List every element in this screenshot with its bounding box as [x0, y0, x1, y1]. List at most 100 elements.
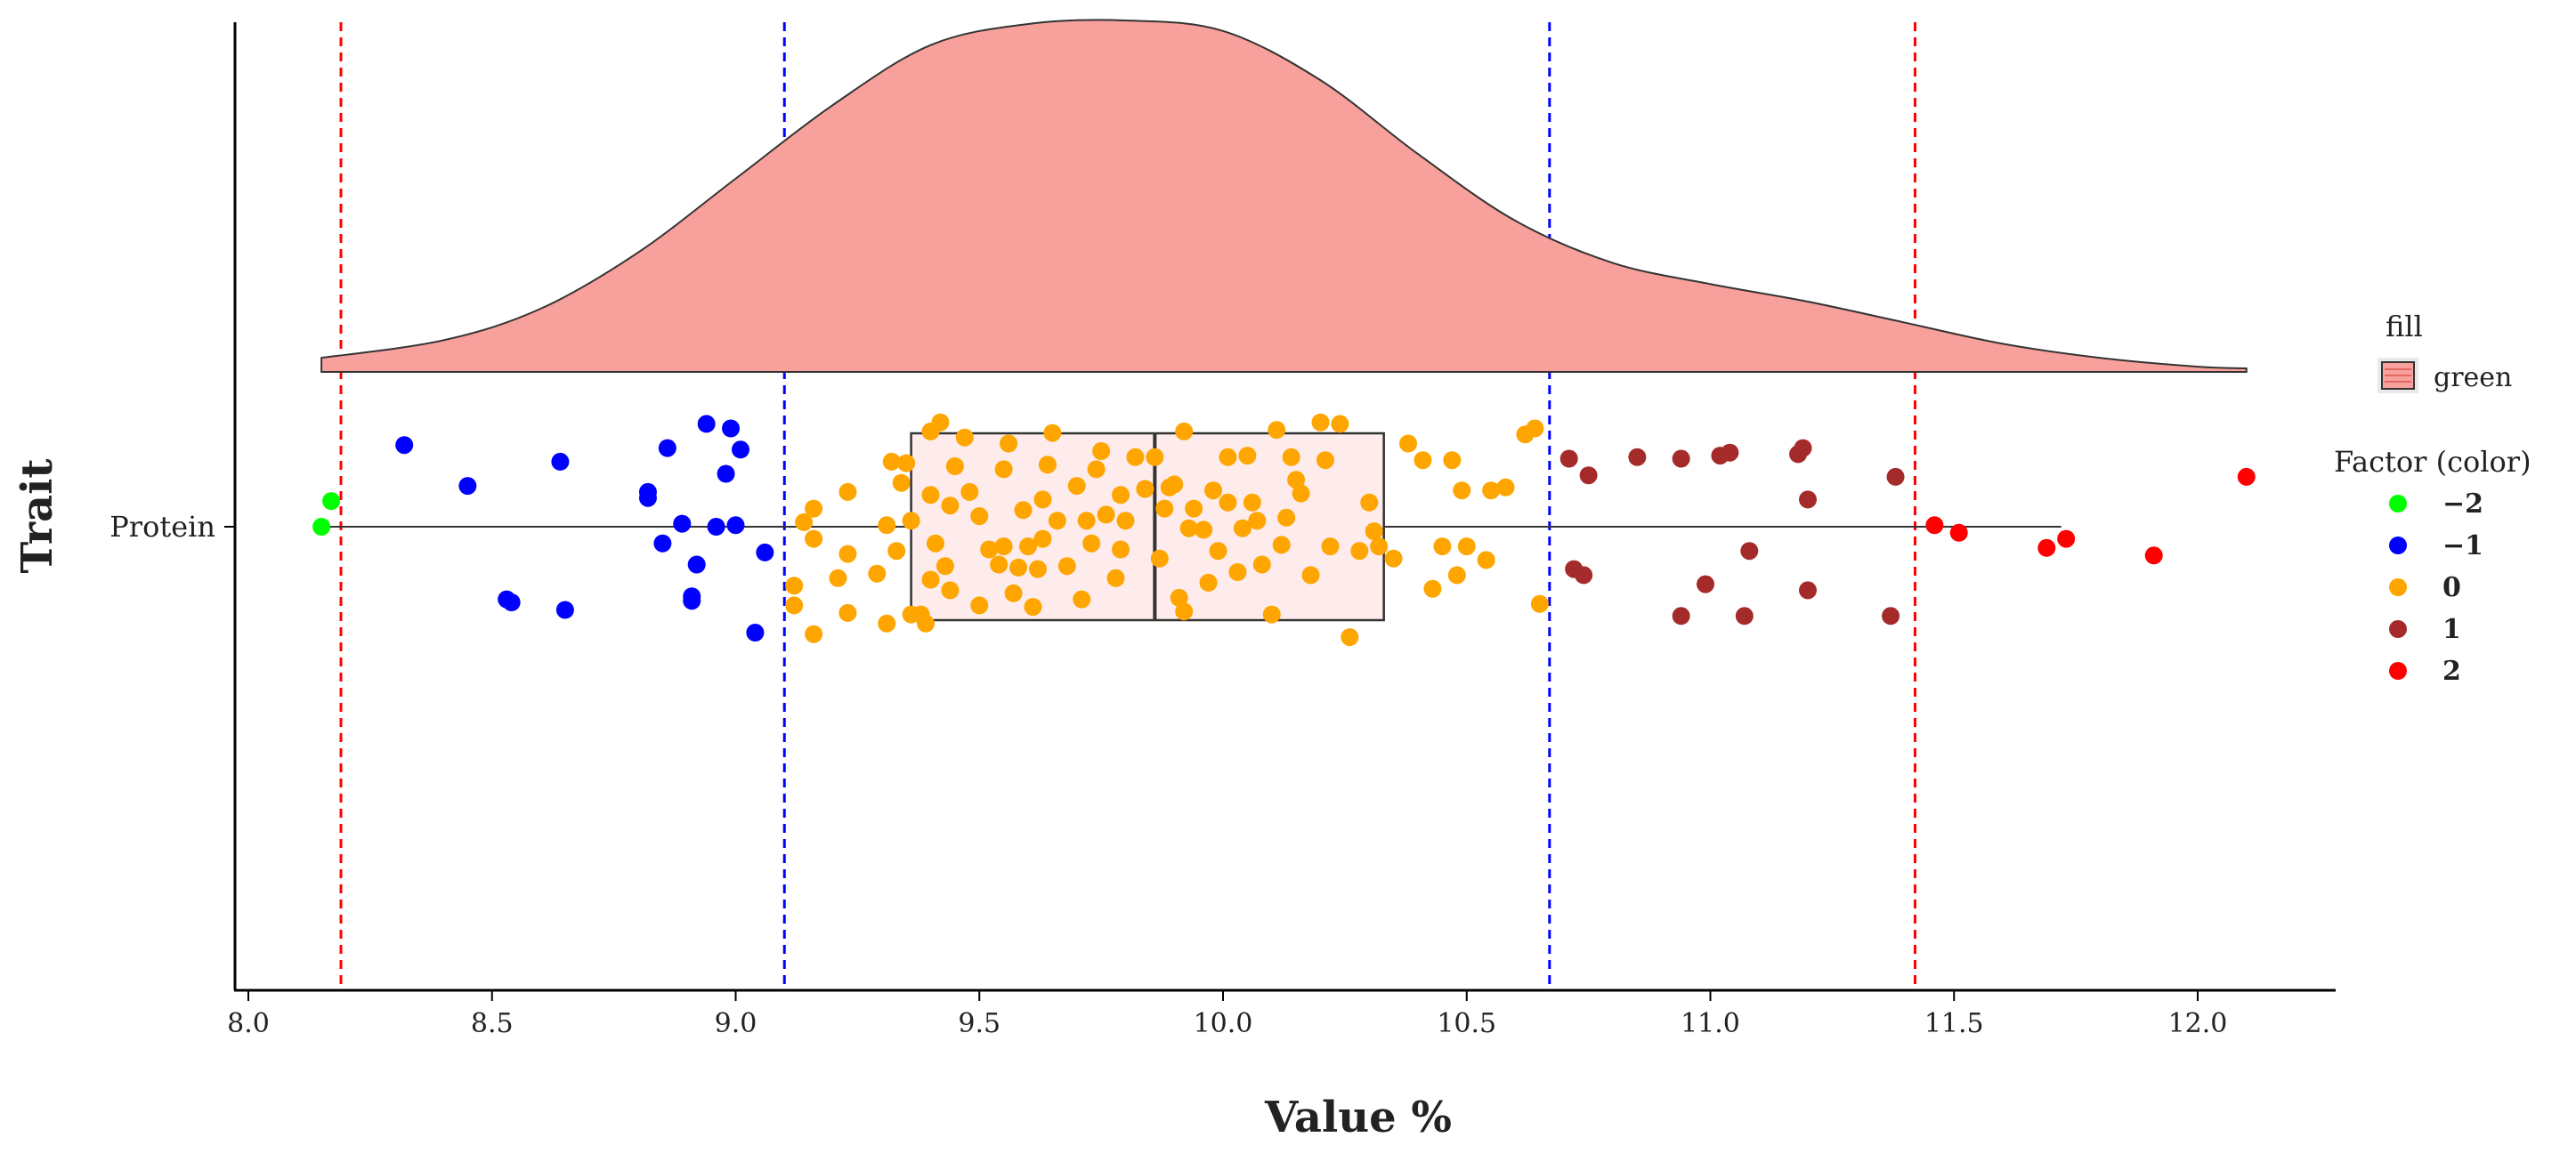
data-point — [1185, 499, 1203, 518]
data-point — [1204, 481, 1223, 500]
data-point — [1735, 607, 1754, 625]
data-point — [717, 464, 735, 483]
data-point — [1252, 555, 1271, 574]
data-point — [1038, 456, 1057, 474]
data-point — [1628, 448, 1647, 466]
data-point — [795, 512, 814, 531]
data-point — [887, 542, 906, 561]
data-point — [926, 534, 944, 553]
data-point — [838, 603, 857, 622]
data-point — [936, 557, 954, 576]
y-axis-title: Trait — [12, 458, 62, 573]
x-tick-label: 9.0 — [715, 1008, 757, 1039]
data-point — [458, 477, 477, 496]
x-tick-label: 11.0 — [1681, 1008, 1740, 1039]
data-point — [658, 439, 676, 457]
data-point — [1559, 449, 1578, 468]
data-point — [1136, 480, 1154, 498]
data-point — [2057, 529, 2076, 548]
data-point — [1575, 566, 1593, 585]
data-point — [502, 593, 521, 611]
data-point — [1277, 508, 1296, 527]
data-point — [1228, 563, 1247, 581]
data-point — [726, 516, 745, 535]
data-point — [1287, 471, 1306, 489]
data-point — [1175, 602, 1194, 621]
data-point — [1209, 542, 1227, 561]
data-point — [994, 537, 1013, 556]
x-tick-label: 10.0 — [1194, 1008, 1253, 1039]
data-point — [555, 601, 574, 619]
data-point — [1365, 522, 1383, 541]
data-point — [2037, 538, 2056, 557]
data-point — [838, 482, 857, 501]
legend-factor-title: Factor (color) — [2334, 445, 2531, 479]
data-point — [1399, 434, 1418, 453]
legend-fill-title: fill — [2386, 310, 2423, 343]
data-point — [2237, 467, 2256, 486]
data-point — [902, 512, 920, 530]
data-point — [687, 555, 706, 574]
data-point — [921, 570, 940, 589]
data-point — [1165, 475, 1184, 494]
data-point — [1175, 422, 1194, 440]
data-point — [1311, 413, 1330, 432]
x-tick-label: 11.5 — [1924, 1008, 1984, 1039]
data-point — [1000, 434, 1018, 453]
data-point — [1672, 449, 1690, 468]
data-point — [653, 534, 672, 553]
data-point — [1009, 558, 1028, 577]
data-point — [1443, 451, 1462, 470]
data-point — [970, 596, 989, 615]
data-point — [756, 543, 774, 561]
data-point — [1262, 605, 1281, 624]
data-point — [1740, 542, 1759, 561]
data-point — [1238, 447, 1257, 465]
data-point — [1482, 481, 1501, 500]
data-point — [945, 457, 964, 475]
x-tick-label: 8.0 — [227, 1008, 270, 1039]
data-point — [921, 486, 940, 504]
data-point — [931, 413, 950, 432]
data-point — [1097, 505, 1115, 524]
legend-key-dot — [2389, 495, 2407, 512]
data-point — [1219, 493, 1237, 512]
data-point — [1082, 534, 1101, 553]
data-point — [697, 415, 716, 433]
data-point — [980, 540, 999, 559]
data-point — [1087, 460, 1106, 479]
data-point — [395, 436, 414, 455]
data-point — [917, 614, 936, 633]
data-point — [941, 581, 960, 600]
boxplot-box — [910, 432, 1385, 622]
data-point — [1004, 584, 1023, 602]
data-point — [1496, 478, 1515, 496]
data-point — [1155, 499, 1174, 518]
legend-key-dot — [2389, 620, 2407, 638]
data-point — [1292, 484, 1310, 503]
data-point — [1028, 560, 1047, 578]
data-point — [1530, 594, 1549, 613]
data-point — [1033, 490, 1052, 509]
data-point — [1457, 537, 1476, 556]
data-point — [1077, 512, 1096, 530]
data-point — [1048, 512, 1066, 530]
data-point — [1248, 512, 1267, 530]
data-point — [829, 569, 847, 587]
data-point — [1794, 439, 1812, 457]
data-point — [1384, 549, 1403, 568]
data-point — [1579, 466, 1598, 485]
data-point — [1195, 521, 1213, 539]
legend-fill-label: green — [2434, 362, 2512, 393]
data-point — [1882, 607, 1900, 625]
data-point — [1672, 607, 1690, 625]
data-point — [1112, 486, 1130, 504]
legend-key-label: 0 — [2442, 572, 2461, 603]
density-cloud — [320, 19, 2248, 373]
data-point — [1033, 529, 1052, 548]
data-point — [882, 452, 901, 471]
data-point — [1360, 493, 1379, 512]
data-point — [2144, 546, 2163, 565]
data-point — [312, 518, 331, 536]
data-point — [1423, 579, 1442, 598]
